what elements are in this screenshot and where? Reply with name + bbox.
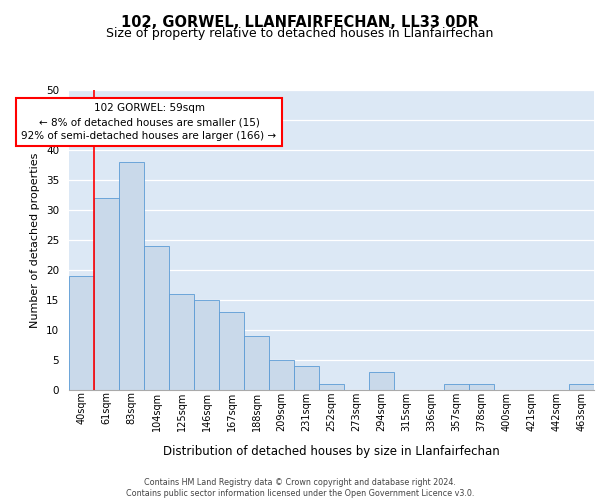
- Bar: [469, 384, 494, 390]
- Text: Size of property relative to detached houses in Llanfairfechan: Size of property relative to detached ho…: [106, 28, 494, 40]
- Bar: [369, 372, 394, 390]
- Y-axis label: Number of detached properties: Number of detached properties: [31, 152, 40, 328]
- Bar: [219, 312, 244, 390]
- Text: Contains HM Land Registry data © Crown copyright and database right 2024.
Contai: Contains HM Land Registry data © Crown c…: [126, 478, 474, 498]
- Bar: [94, 198, 119, 390]
- Bar: [244, 336, 269, 390]
- Bar: [319, 384, 344, 390]
- Bar: [569, 384, 594, 390]
- Bar: [169, 294, 194, 390]
- Text: 102 GORWEL: 59sqm
← 8% of detached houses are smaller (15)
92% of semi-detached : 102 GORWEL: 59sqm ← 8% of detached house…: [22, 103, 277, 141]
- Bar: [444, 384, 469, 390]
- Bar: [269, 360, 294, 390]
- Bar: [194, 300, 219, 390]
- Text: 102, GORWEL, LLANFAIRFECHAN, LL33 0DR: 102, GORWEL, LLANFAIRFECHAN, LL33 0DR: [121, 15, 479, 30]
- Bar: [119, 162, 144, 390]
- Bar: [294, 366, 319, 390]
- X-axis label: Distribution of detached houses by size in Llanfairfechan: Distribution of detached houses by size …: [163, 445, 500, 458]
- Bar: [144, 246, 169, 390]
- Bar: [69, 276, 94, 390]
